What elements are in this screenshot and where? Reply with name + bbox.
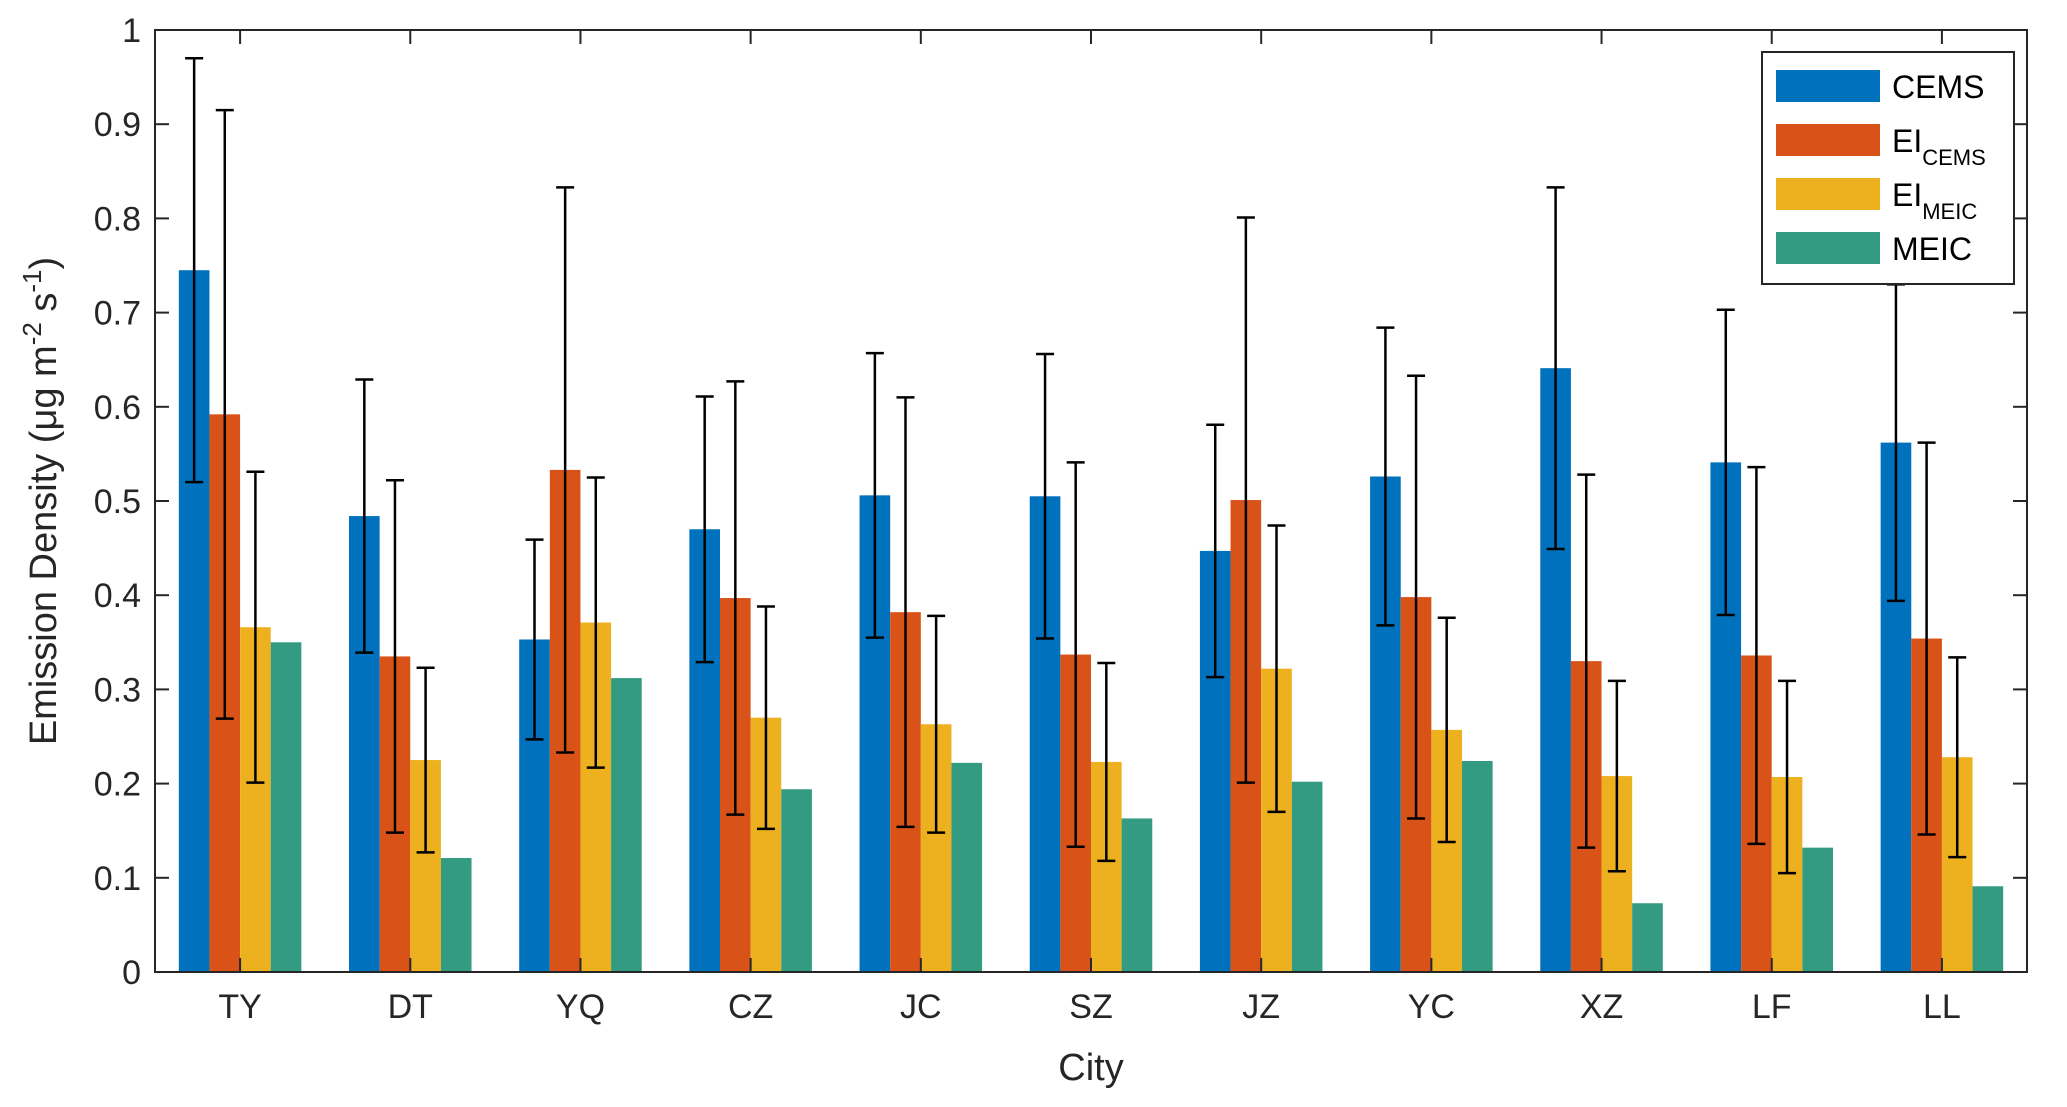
bar-meic-xz bbox=[1632, 903, 1663, 972]
error-bar-eimeic-xz bbox=[1607, 679, 1626, 873]
error-bars-layer bbox=[185, 57, 1967, 875]
error-bar-eimeic-lf bbox=[1778, 679, 1797, 875]
legend: CEMS EICEMS EIMEIC MEIC bbox=[1761, 51, 2015, 285]
bar-meic-sz bbox=[1121, 818, 1153, 972]
y-tick-label: 1 bbox=[122, 12, 141, 50]
x-tick-label: XZ bbox=[1580, 988, 1623, 1026]
y-tick-label: 0.7 bbox=[94, 295, 141, 333]
x-tick-label: SZ bbox=[1069, 988, 1112, 1026]
bar-meic-yc bbox=[1461, 760, 1493, 972]
error-bar-cems-sz bbox=[1036, 352, 1055, 640]
legend-label-eimeic: EIMEIC bbox=[1892, 177, 1977, 224]
bar-meic-jz bbox=[1291, 781, 1323, 972]
x-tick-label: LF bbox=[1752, 988, 1792, 1026]
error-bar-eimeic-ty bbox=[246, 470, 265, 784]
x-tick-label: DT bbox=[388, 988, 433, 1026]
y-tick-label: 0.1 bbox=[94, 860, 141, 898]
error-bar-eicems-jz bbox=[1236, 216, 1255, 784]
error-bar-eicems-yc bbox=[1407, 374, 1426, 820]
y-tick-label: 0.3 bbox=[94, 671, 141, 709]
error-bar-cems-yc bbox=[1376, 326, 1395, 627]
bar-meic-cz bbox=[781, 789, 812, 972]
error-bar-eicems-sz bbox=[1066, 461, 1085, 848]
y-tick-label: 0.4 bbox=[94, 577, 141, 615]
error-bar-cems-lf bbox=[1716, 308, 1735, 617]
error-bar-cems-jz bbox=[1206, 423, 1225, 679]
legend-label-meic: MEIC bbox=[1892, 231, 1972, 267]
bar-meic-ll bbox=[1972, 886, 2004, 972]
error-bar-eimeic-cz bbox=[756, 605, 775, 831]
bar-meic-yq bbox=[611, 678, 642, 972]
bars-layer bbox=[178, 270, 2004, 973]
x-tick-label: YQ bbox=[556, 988, 605, 1026]
x-tick-label: JC bbox=[900, 988, 942, 1026]
axes-layer: 0 0.1 0.2 0.3 0.4 0.5 0.6 0.7 0.8 0.9 1 TY DT YQ CZ JC S… bbox=[17, 12, 2028, 1089]
bar-meic-lf bbox=[1802, 847, 1833, 972]
error-bar-eimeic-dt bbox=[416, 666, 435, 854]
x-axis-title: City bbox=[1058, 1047, 1123, 1089]
y-tick-label: 0.6 bbox=[94, 389, 141, 427]
y-tick-label: 0 bbox=[122, 954, 141, 992]
error-bar-cems-ty bbox=[185, 57, 204, 484]
legend-swatch-meic bbox=[1776, 232, 1880, 264]
x-tick-label: TY bbox=[218, 988, 261, 1026]
error-bar-eicems-xz bbox=[1577, 473, 1596, 849]
error-bar-eicems-ty bbox=[215, 108, 234, 720]
error-bar-eicems-yq bbox=[556, 186, 575, 754]
bar-meic-jc bbox=[951, 762, 983, 972]
error-bar-cems-dt bbox=[355, 378, 374, 654]
bar-meic-dt bbox=[440, 858, 472, 972]
error-bar-eimeic-jz bbox=[1267, 524, 1286, 814]
legend-swatch-cems bbox=[1776, 70, 1880, 102]
y-tick-label: 0.5 bbox=[94, 483, 141, 521]
error-bar-eimeic-yq bbox=[586, 476, 605, 769]
y-tick-label: 0.8 bbox=[94, 200, 141, 238]
legend-swatch-eimeic bbox=[1776, 178, 1880, 210]
legend-label-cems: CEMS bbox=[1892, 69, 1984, 105]
error-bar-eicems-ll bbox=[1917, 441, 1936, 836]
error-bar-eimeic-yc bbox=[1437, 616, 1456, 844]
legend-swatch-eicems bbox=[1776, 124, 1880, 156]
error-bar-eimeic-ll bbox=[1948, 656, 1967, 859]
error-bar-cems-yq bbox=[525, 538, 544, 741]
error-bar-eimeic-jc bbox=[927, 614, 946, 834]
error-bar-eimeic-sz bbox=[1097, 661, 1116, 863]
y-tick-label: 0.2 bbox=[94, 766, 141, 804]
bar-meic-ty bbox=[270, 642, 302, 972]
error-bar-eicems-jc bbox=[896, 396, 915, 829]
x-tick-label: JZ bbox=[1242, 988, 1280, 1026]
error-bar-eicems-lf bbox=[1747, 465, 1766, 846]
legend-label-eicems: EICEMS bbox=[1892, 123, 1986, 170]
y-tick-label: 0.9 bbox=[94, 106, 141, 144]
x-tick-label: LL bbox=[1923, 988, 1961, 1026]
error-bar-eicems-dt bbox=[385, 479, 404, 834]
x-tick-label: YC bbox=[1408, 988, 1455, 1026]
error-bar-cems-cz bbox=[695, 395, 714, 664]
error-bar-eicems-cz bbox=[726, 380, 745, 816]
error-bar-cems-xz bbox=[1546, 186, 1565, 551]
y-axis-title: Emission Density (μg m-2 s-1) bbox=[17, 257, 65, 745]
x-tick-label: CZ bbox=[728, 988, 773, 1026]
error-bar-cems-jc bbox=[865, 351, 884, 639]
